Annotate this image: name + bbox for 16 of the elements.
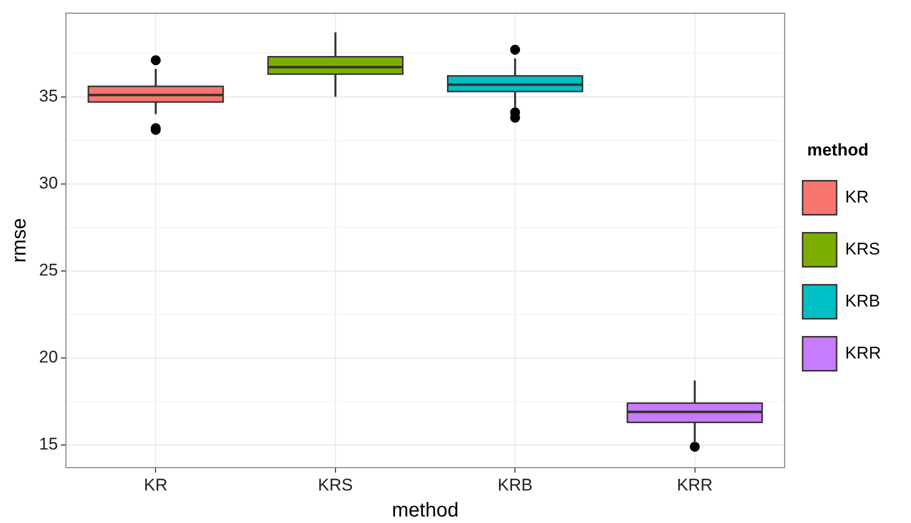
y-tick-label: 15 <box>38 434 58 454</box>
y-tick-label: 25 <box>38 260 58 280</box>
y-tick-label: 30 <box>38 174 58 193</box>
x-tick-label: KR <box>144 475 168 494</box>
y-tick-label: 20 <box>38 348 58 367</box>
legend-title: method <box>807 140 868 160</box>
y-tick-label: 35 <box>38 86 58 106</box>
x-tick-label: KRS <box>318 475 353 494</box>
x-tick-label: KRB <box>498 475 533 494</box>
x-axis-title: method <box>392 500 459 522</box>
legend-label: KRR <box>845 343 882 362</box>
legend-label: KR <box>845 187 869 206</box>
legend-label: KRS <box>845 239 880 258</box>
legend-label: KRB <box>845 291 880 310</box>
x-tick-label: KRR <box>676 475 713 494</box>
y-axis-title: rmse <box>8 218 31 263</box>
